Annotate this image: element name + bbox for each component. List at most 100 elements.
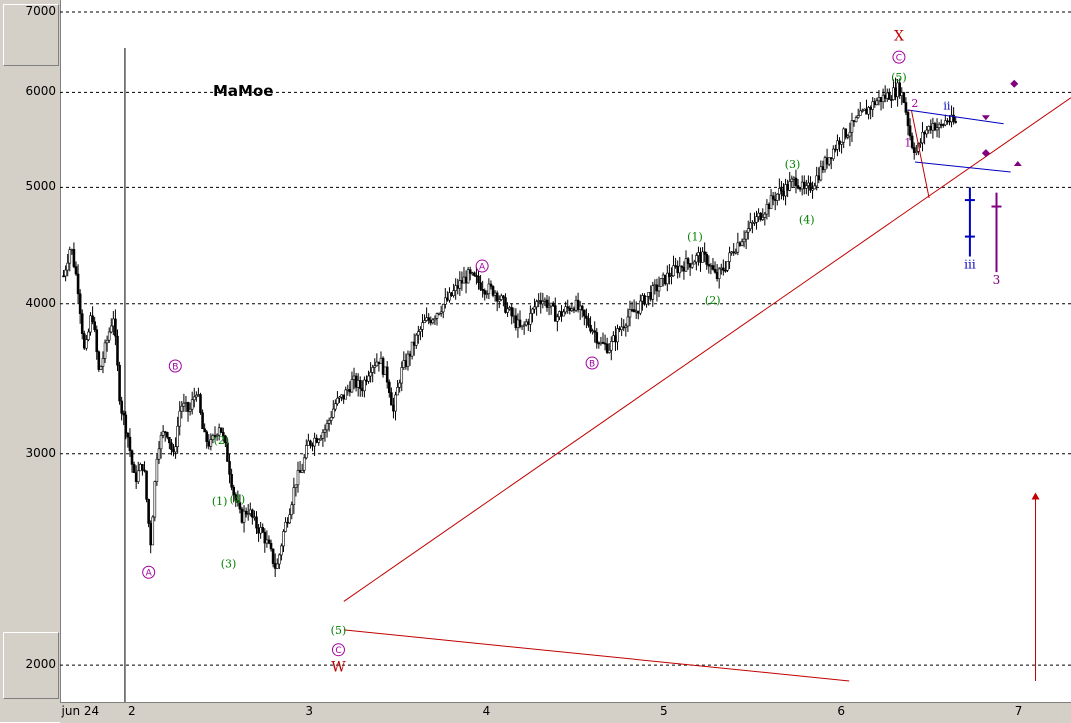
candle-body: [543, 299, 547, 302]
candle-body: [155, 458, 159, 482]
candle-body: [657, 286, 661, 292]
candle-body: [122, 412, 126, 416]
candle-body: [539, 300, 543, 305]
candle-body: [639, 300, 642, 314]
candle-body: [578, 305, 582, 310]
candle-body: [427, 317, 431, 321]
candle-body: [805, 185, 808, 189]
candle-body: [118, 364, 121, 402]
candle-body: [323, 429, 327, 433]
candle-body: [668, 272, 671, 277]
candle-body: [576, 299, 580, 310]
candle-body: [68, 249, 72, 264]
candle-body: [541, 301, 545, 305]
candle-body: [139, 464, 142, 472]
candle-body: [506, 308, 509, 313]
candle-body: [800, 181, 804, 190]
candle-body: [483, 290, 487, 295]
scroll-cap-bottom[interactable]: [3, 632, 59, 699]
candle-body: [545, 299, 549, 308]
candle-body: [381, 357, 385, 375]
candle-body: [462, 276, 466, 284]
candle-body: [383, 366, 387, 375]
candle-body: [296, 470, 300, 486]
candle-body: [593, 330, 596, 333]
candle-body: [441, 303, 445, 313]
candle-body: [400, 367, 404, 384]
candle-body: [556, 316, 559, 322]
candle-body: [143, 469, 146, 472]
wave-label: (2): [214, 434, 230, 447]
candle-body: [786, 184, 789, 191]
candle-body: [636, 310, 640, 314]
candle-body: [408, 353, 412, 357]
candle-body: [284, 521, 287, 532]
candle-body: [153, 481, 157, 518]
candle-body: [784, 184, 787, 197]
candle-body: [365, 379, 368, 382]
candle-body: [620, 326, 623, 330]
candle-body: [267, 539, 271, 544]
candle-body: [564, 306, 567, 313]
candle-body: [311, 444, 314, 447]
candle-body: [863, 108, 866, 111]
candle-body: [537, 300, 540, 302]
candle-body: [946, 120, 949, 123]
candle-body: [80, 313, 84, 334]
time-axis-bar: [60, 702, 1071, 723]
candle-body: [562, 311, 565, 317]
candle-body: [211, 435, 215, 440]
candle-body: [585, 315, 588, 319]
candle-body: [255, 516, 258, 529]
candle-body: [612, 335, 615, 342]
candle-body: [242, 510, 246, 523]
candle-body: [508, 307, 511, 310]
candle-body: [236, 500, 240, 503]
y-tick-label: 3000: [25, 445, 56, 460]
candle-body: [315, 437, 318, 443]
candle-body: [338, 396, 341, 399]
candle-body: [751, 222, 754, 224]
candle-body: [348, 389, 352, 393]
x-tick-label: jun 24: [61, 704, 100, 718]
candle-body: [609, 341, 613, 351]
candle-body: [174, 446, 177, 453]
x-tick-label: 2: [127, 704, 136, 718]
candle-body: [195, 394, 198, 398]
x-tick-label: 5: [660, 704, 668, 718]
candle-body: [246, 513, 250, 515]
wave-label: (3): [221, 558, 237, 571]
candle-body: [317, 439, 321, 443]
projection-label-1: 3: [993, 273, 1001, 287]
candle-body: [589, 324, 592, 332]
candle-body: [78, 293, 82, 315]
candle-body: [280, 545, 283, 556]
candle-body: [298, 470, 302, 473]
candle-body: [780, 188, 783, 192]
candle-body: [713, 269, 717, 273]
candle-body: [514, 315, 518, 328]
candle-body: [722, 267, 725, 271]
candle-body: [666, 272, 669, 285]
candle-body: [257, 527, 260, 534]
candle-body: [128, 436, 132, 452]
candle-body: [622, 326, 626, 329]
candle-body: [248, 509, 252, 514]
candle-body: [439, 311, 443, 314]
candle-body: [97, 351, 101, 370]
candle-body: [396, 387, 399, 396]
candle-body: [680, 265, 684, 268]
candle-body: [319, 437, 323, 441]
candle-body: [796, 185, 800, 189]
candle-body: [825, 157, 829, 165]
candle-body: [504, 297, 507, 313]
wave-circle: [892, 50, 906, 64]
candle-body: [757, 212, 760, 217]
candle-body: [630, 309, 634, 311]
candle-body: [848, 132, 852, 137]
candle-body: [524, 321, 528, 326]
trendline-1: [343, 629, 850, 682]
scroll-cap-top[interactable]: [3, 4, 59, 66]
candle-body: [273, 563, 277, 569]
candle-body: [599, 341, 603, 344]
